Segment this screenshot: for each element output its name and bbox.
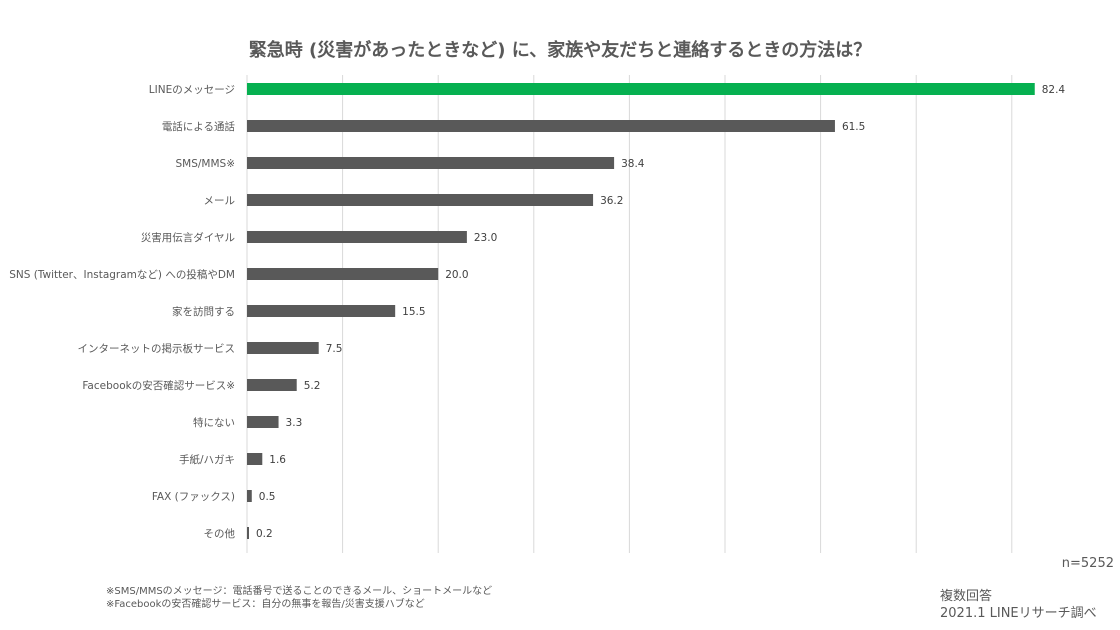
bar: [247, 268, 439, 280]
category-label: メール: [204, 195, 236, 207]
data-label: 82.4: [1042, 84, 1066, 96]
data-label: 23.0: [474, 232, 497, 244]
category-label: LINEのメッセージ: [149, 84, 235, 96]
data-label: 1.6: [269, 454, 286, 466]
data-label: 61.5: [842, 121, 865, 133]
bar: [247, 120, 835, 132]
category-label: Facebookの安否確認サービス※: [82, 379, 235, 392]
category-label: 災害用伝言ダイヤル: [141, 231, 235, 244]
data-label: 3.3: [286, 417, 303, 429]
category-label: インターネットの掲示板サービス: [78, 342, 236, 355]
bar: [247, 379, 297, 391]
footnotes: ※SMS/MMSのメッセージ：電話番号で送ることのできるメール、ショートメールな…: [106, 585, 492, 611]
bar: [247, 527, 249, 539]
bar: [247, 342, 319, 354]
bar: [247, 490, 252, 502]
data-label: 0.2: [256, 528, 273, 540]
category-label: SMS/MMS※: [175, 158, 235, 170]
data-label: 36.2: [600, 195, 623, 207]
bar: [247, 157, 615, 169]
bar: [247, 194, 594, 206]
bar: [247, 231, 467, 243]
category-label: 手紙/ハガキ: [179, 453, 235, 466]
bar: [247, 305, 396, 317]
bar: [247, 453, 263, 465]
data-label: 5.2: [304, 380, 321, 392]
research-credit: 2021.1 LINEリサーチ調べ: [940, 606, 1097, 621]
bar: [247, 83, 1035, 95]
category-label: SNS (Twitter、Instagramなど) への投稿やDM: [9, 268, 235, 281]
footnote-facebook: ※Facebookの安否確認サービス：自分の無事を報告/災害支援ハブなど: [106, 599, 425, 610]
bar: [247, 416, 279, 428]
category-label: その他: [204, 527, 236, 540]
footnote-sms: ※SMS/MMSのメッセージ：電話番号で送ることのできるメール、ショートメールな…: [106, 586, 493, 597]
data-label: 20.0: [445, 269, 468, 281]
data-label: 38.4: [621, 158, 645, 170]
sample-size: n=5252: [1061, 556, 1114, 571]
data-label: 0.5: [259, 491, 276, 503]
data-label: 15.5: [402, 306, 425, 318]
source-credit: 複数回答 2021.1 LINEリサーチ調べ: [940, 588, 1097, 622]
category-label: FAX (ファックス): [152, 491, 235, 503]
category-label: 特にない: [193, 417, 235, 429]
category-label: 電話による通話: [162, 120, 236, 133]
chart-title: 緊急時 (災害があったときなど) に、家族や友だちと連絡するときの方法は？: [248, 40, 872, 61]
answer-type: 複数回答: [940, 589, 993, 604]
data-label: 7.5: [326, 343, 343, 355]
category-label: 家を訪問する: [172, 305, 235, 318]
